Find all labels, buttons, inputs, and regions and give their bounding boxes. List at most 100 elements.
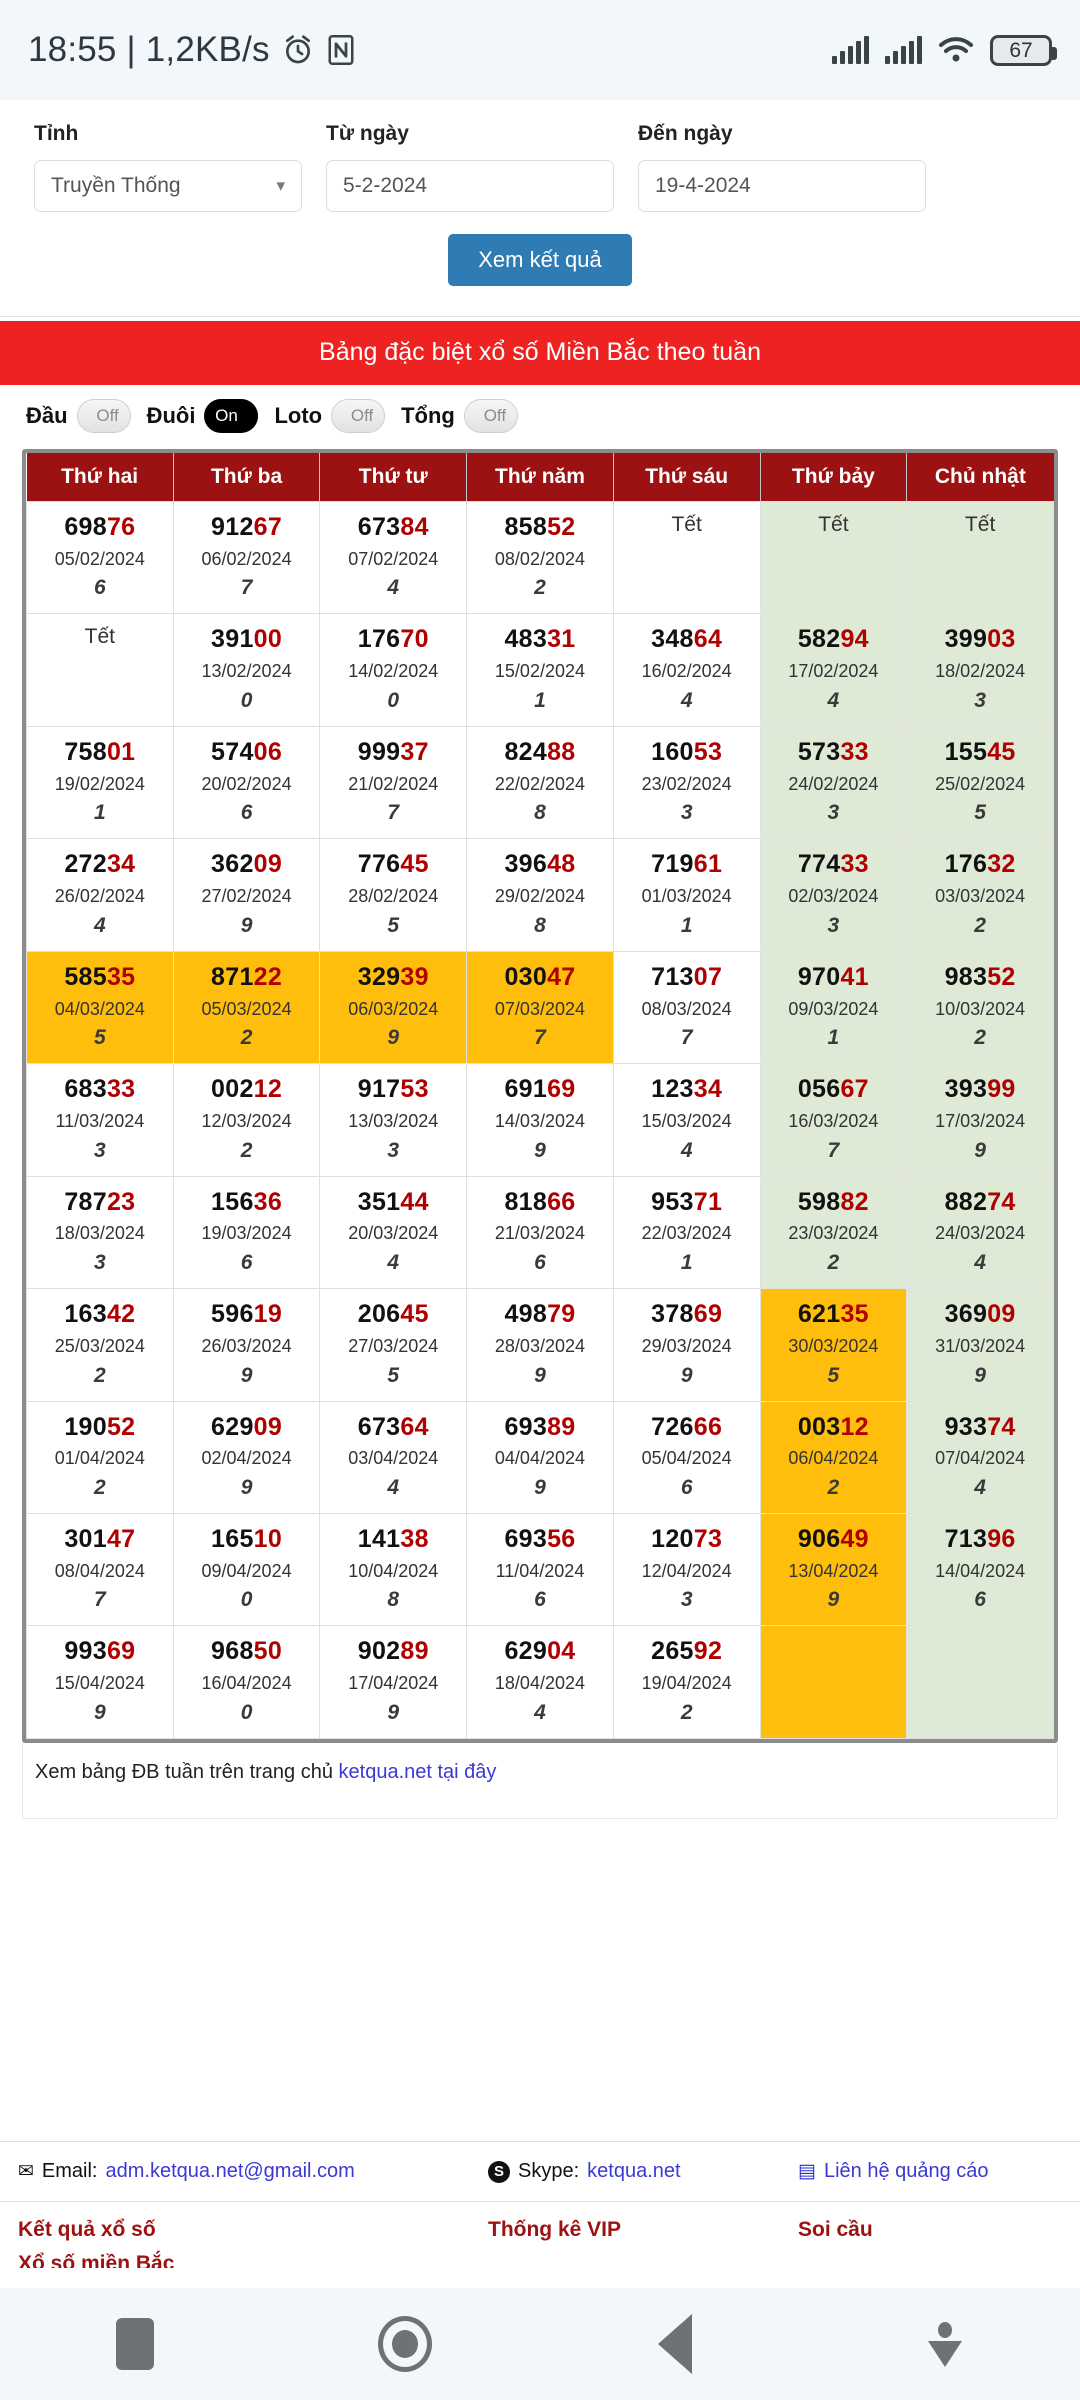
result-cell[interactable]: 96850 16/04/2024 0 [172,1625,321,1739]
footer-link-1[interactable]: Thống kê VIP [488,2218,622,2241]
email-link[interactable]: adm.ketqua.net@gmail.com [105,2160,355,2182]
result-cell[interactable]: 36209 27/02/2024 9 [172,838,321,952]
toggle-switch-1[interactable]: On [204,399,259,433]
result-cell[interactable]: 77645 28/02/2024 5 [319,838,468,952]
result-cell[interactable]: 81866 21/03/2024 6 [466,1175,614,1290]
result-cell[interactable]: 39648 29/02/2024 8 [466,838,614,952]
result-cell[interactable]: 19052 01/04/2024 2 [26,1400,174,1514]
footer-sublink[interactable]: Xổ số miền Bắc [18,2252,175,2268]
result-cell[interactable]: 00212 12/03/2024 2 [172,1063,321,1177]
result-cell[interactable]: 30147 08/04/2024 7 [26,1512,174,1627]
result-cell[interactable]: 99369 15/04/2024 9 [26,1625,174,1739]
result-cell[interactable]: 16053 23/02/2024 3 [612,725,761,840]
result-cell[interactable]: 68333 11/03/2024 3 [26,1063,174,1177]
result-cell[interactable]: 26592 19/04/2024 2 [612,1625,761,1739]
result-cell[interactable]: 15636 19/03/2024 6 [172,1175,321,1290]
result-cell[interactable]: 71961 01/03/2024 1 [612,838,761,952]
result-cell[interactable] [906,1625,1054,1739]
ads-contact-link[interactable]: Liên hệ quảng cáo [823,2160,989,2182]
from-date-input[interactable]: 5-2-2024 [326,160,614,212]
result-cell[interactable]: 15545 25/02/2024 5 [906,725,1054,840]
result-cell[interactable]: 59882 23/03/2024 2 [759,1175,908,1290]
result-cell[interactable]: 20645 27/03/2024 5 [319,1288,468,1402]
result-cell[interactable]: 16510 09/04/2024 0 [172,1512,321,1627]
result-cell[interactable]: 34864 16/02/2024 4 [612,613,761,727]
result-cell[interactable]: 57333 24/02/2024 3 [759,725,908,840]
result-cell[interactable]: 27234 26/02/2024 4 [26,838,174,952]
result-cell[interactable]: 98352 10/03/2024 2 [906,950,1054,1065]
result-cell[interactable]: 72666 05/04/2024 6 [612,1400,761,1514]
sum-value: 6 [240,801,253,825]
result-cell[interactable]: 37869 29/03/2024 9 [612,1288,761,1402]
result-cell[interactable]: 12073 12/04/2024 3 [612,1512,761,1627]
result-cell[interactable]: 49879 28/03/2024 9 [466,1288,614,1402]
result-cell[interactable]: 35144 20/03/2024 4 [319,1175,468,1290]
result-cell[interactable]: 58294 17/02/2024 4 [759,613,908,727]
nav-scroll-down-button[interactable] [810,2321,1080,2367]
nav-home-button[interactable] [270,2316,540,2372]
result-cell[interactable]: 69169 14/03/2024 9 [466,1063,614,1177]
result-cell[interactable]: 32939 06/03/2024 9 [319,950,468,1065]
result-cell[interactable]: 91753 13/03/2024 3 [319,1063,468,1177]
result-cell[interactable]: Tết [612,500,761,615]
result-cell[interactable]: 67384 07/02/2024 4 [319,500,468,615]
result-cell[interactable]: 90289 17/04/2024 9 [319,1625,468,1739]
toggle-switch-2[interactable]: Off [331,399,386,433]
sum-value: 9 [387,1700,400,1724]
result-cell[interactable]: 17632 03/03/2024 2 [906,838,1054,952]
result-cell[interactable]: 16342 25/03/2024 2 [26,1288,174,1402]
nav-back-button[interactable] [540,2314,810,2374]
province-select[interactable]: Truyền Thống ▾ [34,160,302,212]
result-cell[interactable]: 62135 30/03/2024 5 [759,1288,908,1402]
skype-link[interactable]: ketqua.net [587,2160,681,2182]
result-cell[interactable]: Tết [906,500,1054,615]
result-cell[interactable]: 48331 15/02/2024 1 [466,613,614,727]
homepage-link[interactable]: ketqua.net tại đây [338,1760,497,1783]
result-cell[interactable]: Tết [759,500,908,615]
result-cell[interactable]: 03047 07/03/2024 7 [466,950,614,1065]
result-cell[interactable]: 71307 08/03/2024 7 [612,950,761,1065]
result-cell[interactable]: 17670 14/02/2024 0 [319,613,468,727]
result-cell[interactable]: 95371 22/03/2024 1 [612,1175,761,1290]
sum-value: 7 [827,1138,840,1162]
result-cell[interactable]: 87122 05/03/2024 2 [172,950,321,1065]
toggle-switch-0[interactable]: Off [76,399,131,433]
result-cell[interactable]: 00312 06/04/2024 2 [759,1400,908,1514]
result-cell[interactable]: 85852 08/02/2024 2 [466,500,614,615]
result-cell[interactable]: 39100 13/02/2024 0 [172,613,321,727]
result-cell[interactable]: 05667 16/03/2024 7 [759,1063,908,1177]
result-cell[interactable]: 93374 07/04/2024 4 [906,1400,1054,1514]
result-cell[interactable]: 59619 26/03/2024 9 [172,1288,321,1402]
result-cell[interactable]: 77433 02/03/2024 3 [759,838,908,952]
result-cell[interactable]: 12334 15/03/2024 4 [612,1063,761,1177]
result-cell[interactable]: 58535 04/03/2024 5 [26,950,174,1065]
result-cell[interactable]: 75801 19/02/2024 1 [26,725,174,840]
to-date-input[interactable]: 19-4-2024 [638,160,926,212]
result-cell[interactable]: 82488 22/02/2024 8 [466,725,614,840]
view-results-button[interactable]: Xem kết quả [448,234,632,286]
result-cell[interactable]: 39399 17/03/2024 9 [906,1063,1054,1177]
result-cell[interactable]: 69876 05/02/2024 6 [26,500,174,615]
result-cell[interactable]: 62909 02/04/2024 9 [172,1400,321,1514]
result-cell[interactable]: 69389 04/04/2024 9 [466,1400,614,1514]
result-cell[interactable] [759,1625,908,1739]
result-cell[interactable]: 91267 06/02/2024 7 [172,500,321,615]
result-cell[interactable]: 57406 20/02/2024 6 [172,725,321,840]
result-cell[interactable]: Tết [26,613,174,727]
result-cell[interactable]: 99937 21/02/2024 7 [319,725,468,840]
result-cell[interactable]: 14138 10/04/2024 8 [319,1512,468,1627]
footer-link-2[interactable]: Soi cầu [798,2218,873,2241]
result-cell[interactable]: 36909 31/03/2024 9 [906,1288,1054,1402]
result-cell[interactable]: 71396 14/04/2024 6 [906,1512,1054,1627]
toggle-switch-3[interactable]: Off [463,399,518,433]
result-cell[interactable]: 97041 09/03/2024 1 [759,950,908,1065]
nav-recent-button[interactable] [0,2318,270,2370]
result-cell[interactable]: 69356 11/04/2024 6 [466,1512,614,1627]
result-cell[interactable]: 78723 18/03/2024 3 [26,1175,174,1290]
result-cell[interactable]: 88274 24/03/2024 4 [906,1175,1054,1290]
result-cell[interactable]: 90649 13/04/2024 9 [759,1512,908,1627]
result-cell[interactable]: 67364 03/04/2024 4 [319,1400,468,1514]
result-cell[interactable]: 62904 18/04/2024 4 [466,1625,614,1739]
result-cell[interactable]: 39903 18/02/2024 3 [906,613,1054,727]
footer-link-0[interactable]: Kết quả xổ số [18,2218,156,2241]
